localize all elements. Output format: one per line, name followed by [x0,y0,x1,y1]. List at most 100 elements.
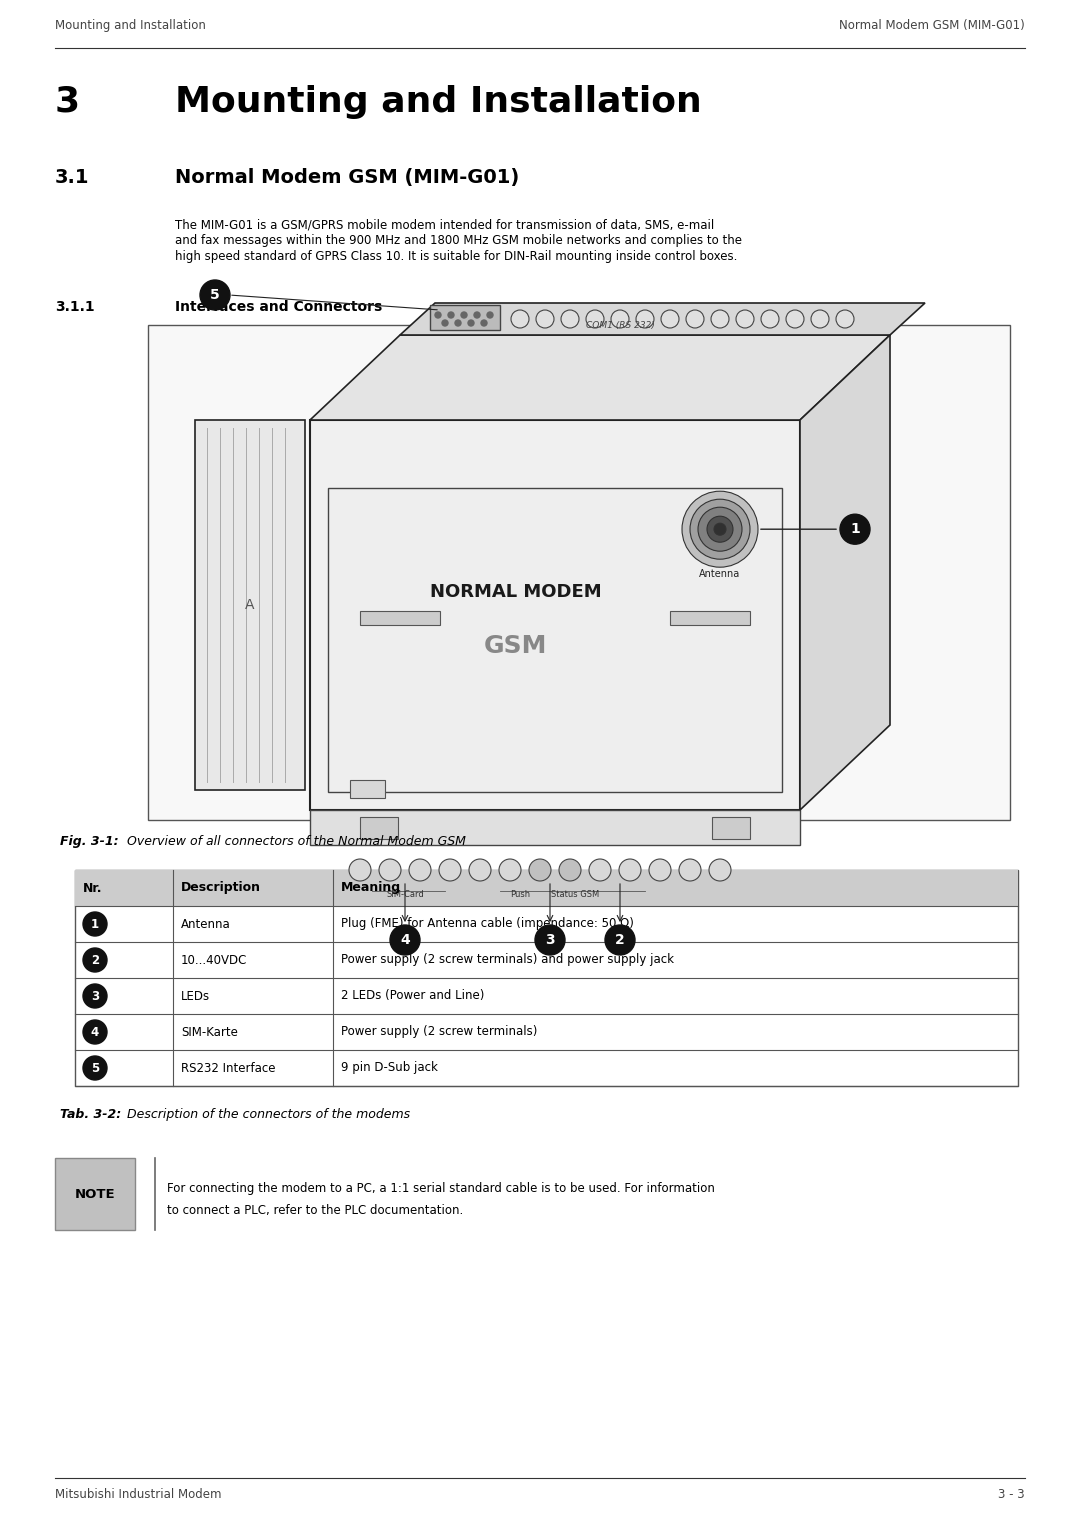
Polygon shape [310,810,800,845]
Text: Meaning: Meaning [341,882,401,894]
Circle shape [707,516,733,542]
FancyBboxPatch shape [360,817,399,839]
Text: Description of the connectors of the modems: Description of the connectors of the mod… [114,1108,410,1122]
Circle shape [786,310,804,329]
Circle shape [349,859,372,882]
Circle shape [840,515,870,544]
Circle shape [390,924,420,955]
Text: Antenna: Antenna [700,570,741,579]
Polygon shape [195,420,305,790]
Circle shape [711,310,729,329]
Text: Power supply (2 screw terminals): Power supply (2 screw terminals) [341,1025,538,1039]
Circle shape [511,310,529,329]
Circle shape [535,924,565,955]
Text: to connect a PLC, refer to the PLC documentation.: to connect a PLC, refer to the PLC docum… [167,1204,463,1216]
Text: Interfaces and Connectors: Interfaces and Connectors [175,299,382,313]
Polygon shape [400,303,924,335]
Circle shape [679,859,701,882]
Text: 1: 1 [91,917,99,931]
FancyBboxPatch shape [75,869,1018,1086]
Text: Normal Modem GSM (MIM-G01): Normal Modem GSM (MIM-G01) [839,18,1025,32]
Circle shape [559,859,581,882]
Circle shape [83,947,107,972]
Circle shape [811,310,829,329]
Circle shape [536,310,554,329]
Circle shape [714,523,726,535]
Text: Tab. 3-2:: Tab. 3-2: [60,1108,121,1122]
Circle shape [469,859,491,882]
Text: COM1 (RS 232): COM1 (RS 232) [585,321,654,330]
Text: Mounting and Installation: Mounting and Installation [55,18,206,32]
Circle shape [561,310,579,329]
Text: 5: 5 [211,287,220,303]
Text: For connecting the modem to a PC, a 1:1 serial standard cable is to be used. For: For connecting the modem to a PC, a 1:1 … [167,1183,715,1195]
FancyBboxPatch shape [148,325,1010,821]
Circle shape [461,312,467,318]
Text: 3: 3 [91,990,99,1002]
Circle shape [468,319,474,325]
Circle shape [442,319,448,325]
Text: Plug (FME) for Antenna cable (impendance: 50 Ω): Plug (FME) for Antenna cable (impendance… [341,917,634,931]
Circle shape [649,859,671,882]
Text: Mounting and Installation: Mounting and Installation [175,86,702,119]
Text: NORMAL MODEM: NORMAL MODEM [430,582,602,601]
Circle shape [455,319,461,325]
Circle shape [586,310,604,329]
Text: The MIM-G01 is a GSM/GPRS mobile modem intended for transmission of data, SMS, e: The MIM-G01 is a GSM/GPRS mobile modem i… [175,219,714,231]
FancyBboxPatch shape [670,611,750,625]
Circle shape [448,312,454,318]
Text: Antenna: Antenna [181,917,231,931]
Circle shape [379,859,401,882]
Text: and fax messages within the 900 MHz and 1800 MHz GSM mobile networks and complie: and fax messages within the 900 MHz and … [175,234,742,248]
Text: 3: 3 [55,86,80,119]
Circle shape [761,310,779,329]
Text: 3: 3 [545,934,555,947]
Text: NOTE: NOTE [75,1187,116,1201]
Circle shape [83,1056,107,1080]
Text: 10...40VDC: 10...40VDC [181,953,247,967]
FancyBboxPatch shape [360,611,440,625]
Circle shape [83,912,107,937]
Circle shape [83,1021,107,1044]
FancyBboxPatch shape [328,487,782,792]
FancyBboxPatch shape [430,306,500,330]
Circle shape [619,859,642,882]
Circle shape [681,490,758,567]
Circle shape [698,507,742,552]
Circle shape [200,280,230,310]
Text: Fig. 3-1:: Fig. 3-1: [60,834,119,848]
Circle shape [686,310,704,329]
Circle shape [661,310,679,329]
Circle shape [474,312,480,318]
Circle shape [735,310,754,329]
Circle shape [529,859,551,882]
Circle shape [435,312,441,318]
Text: RS232 Interface: RS232 Interface [181,1062,275,1074]
Circle shape [487,312,492,318]
Circle shape [605,924,635,955]
Circle shape [589,859,611,882]
Text: 4: 4 [91,1025,99,1039]
FancyBboxPatch shape [350,779,384,798]
Circle shape [499,859,521,882]
Text: 1: 1 [850,523,860,536]
Text: SIM-Card: SIM-Card [387,889,423,898]
Text: Normal Modem GSM (MIM-G01): Normal Modem GSM (MIM-G01) [175,168,519,186]
Text: 2: 2 [616,934,625,947]
Text: GSM: GSM [484,634,548,659]
Text: Overview of all connectors of the Normal Modem GSM: Overview of all connectors of the Normal… [114,834,465,848]
Text: 4: 4 [400,934,410,947]
Circle shape [611,310,629,329]
Circle shape [83,984,107,1008]
Text: A: A [245,597,255,613]
Text: Mitsubishi Industrial Modem: Mitsubishi Industrial Modem [55,1488,221,1500]
Polygon shape [310,420,800,810]
Text: Push: Push [510,889,530,898]
Circle shape [438,859,461,882]
Circle shape [481,319,487,325]
Text: SIM-Karte: SIM-Karte [181,1025,238,1039]
Text: 3.1.1: 3.1.1 [55,299,95,313]
FancyBboxPatch shape [75,869,1018,906]
Text: Status GSM: Status GSM [551,889,599,898]
Circle shape [690,500,750,559]
